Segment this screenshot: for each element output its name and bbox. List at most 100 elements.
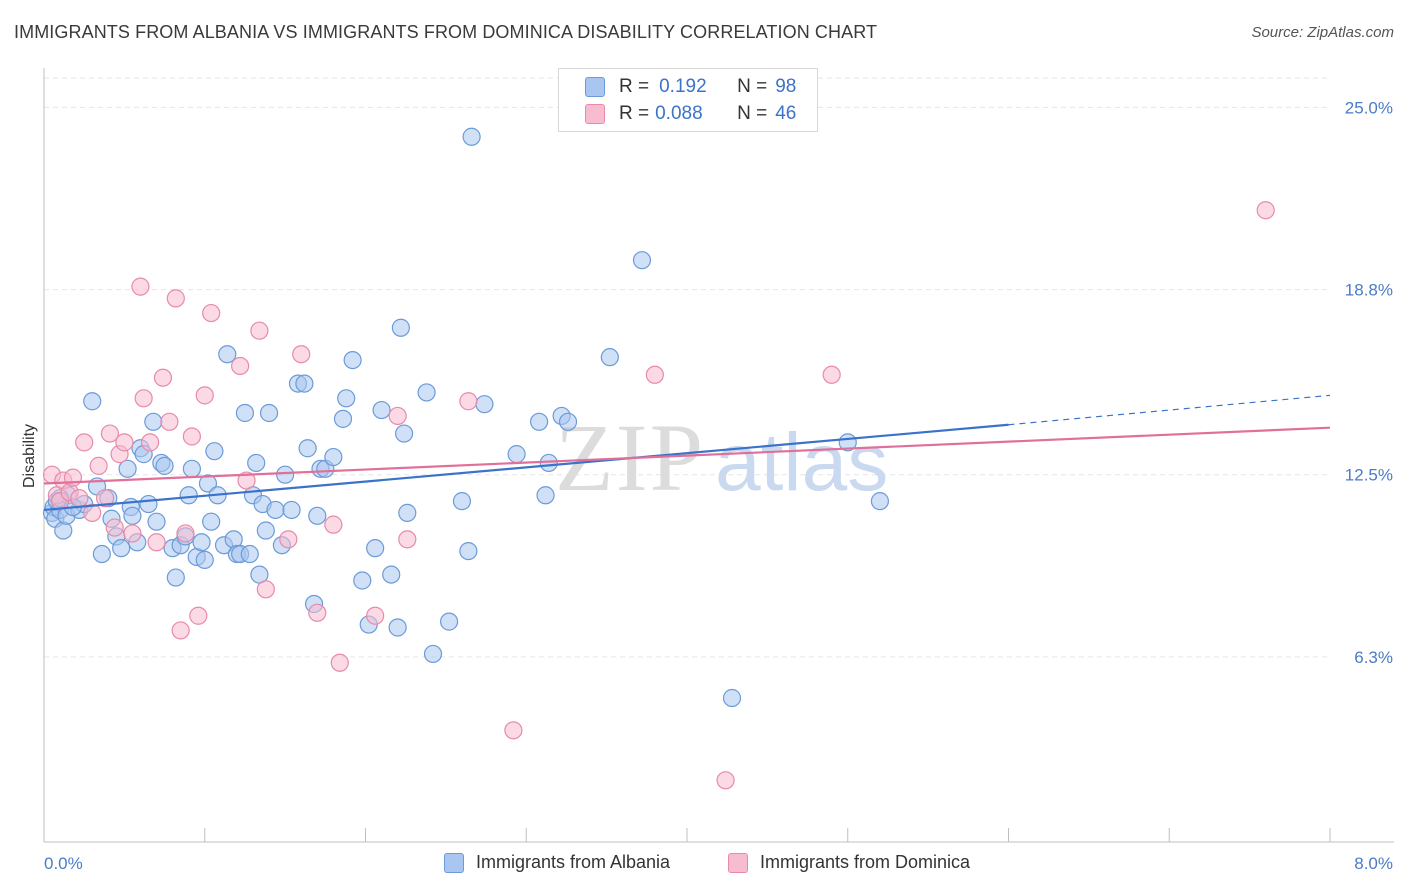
albania-point [182,459,201,478]
dominica-point [250,321,269,340]
dominica-point [83,503,102,522]
dominica-point [189,606,208,625]
albania-point [343,350,362,370]
albania-point [144,412,163,431]
axes [43,68,1394,843]
albania-point [398,503,417,522]
y-tick-label: 12.5% [1345,466,1393,485]
dominica-point [366,606,385,625]
dominica-point [1256,201,1275,220]
albania-point [198,474,218,493]
dominica-point [330,653,349,672]
dominica-point [134,389,153,408]
albania-point [139,494,158,514]
legend-r-label: R = [619,103,650,124]
legend-n-label: N = [737,76,768,97]
dominica-point [308,603,327,622]
albania-point [439,612,459,631]
dominica-point [153,368,173,387]
albania-point [155,456,174,475]
dominica-point [237,471,256,490]
dominica-point [504,721,523,740]
dominica-trend-line [43,426,1331,485]
dominica-point [645,365,664,384]
dominica-point [279,530,298,549]
albania-point [423,644,443,664]
albania-trend-extension [1008,394,1331,426]
albania-point [462,127,481,146]
legend-item-albania: Immigrants from Albania [444,852,670,873]
albania-point [295,374,314,393]
svg-text:atlas: atlas [715,417,888,508]
legend-item-dominica: Immigrants from Dominica [728,852,970,873]
albania-point [324,447,343,467]
albania-point [205,442,224,461]
albania-point [394,424,414,443]
albania-point [722,688,742,708]
albania-point [475,395,494,414]
y-tick-label: 25.0% [1345,98,1393,117]
dominica-point [75,433,94,452]
albania-point [870,492,890,511]
y-tick-label: 18.8% [1345,281,1393,300]
dominica-point [131,277,150,296]
albania-point [259,403,279,423]
dominica-point [115,433,134,452]
albania-swatch-icon [585,77,605,97]
dominica-swatch-icon [585,104,605,124]
albania-point [600,348,619,367]
dominica-point [822,365,841,384]
albania-point [507,445,526,464]
dominica-point [716,771,735,790]
albania-point [366,539,385,558]
legend-albania-label: Immigrants from Albania [476,852,671,872]
albania-point [118,459,137,478]
watermark: ZIP atlas [555,404,888,511]
source-credit: Source: ZipAtlas.com [1251,24,1394,41]
legend-dominica-n: 46 [775,103,797,124]
dominica-point [202,303,221,323]
legend-n-label: N = [737,103,768,124]
dominica-point [147,533,166,552]
albania-point [166,568,185,587]
albania-point [147,512,166,531]
trend-lines [43,394,1331,512]
albania-point [202,512,221,531]
albania-point [179,486,198,505]
x-tick-label-min: 0.0% [44,854,83,873]
albania-point [123,506,142,525]
dominica-point [388,406,407,426]
dominica-point [140,433,160,452]
dominica-point [176,524,195,543]
albania-point [558,412,578,431]
albania-point [195,550,214,570]
dominica-point [182,427,201,446]
albania-point [337,389,356,408]
albania-point [112,539,131,558]
dominica-point [160,412,179,431]
legend-dominica-r: 0.088 [655,103,703,124]
albania-point [276,465,295,484]
albania-point [530,412,549,431]
legend-dominica-label: Immigrants from Dominica [760,852,971,872]
x-tick-labels: 0.0% 8.0% [44,854,1393,873]
albania-point [235,403,255,423]
albania-point [308,506,327,525]
albania-point [632,251,652,270]
albania-point [372,400,391,420]
chart-title: IMMIGRANTS FROM ALBANIA VS IMMIGRANTS FR… [14,22,878,42]
albania-trend-line [43,423,1009,512]
correlation-legend: R = 0.192 N = 98 R = 0.088 N = 46 [558,68,818,132]
albania-point [382,565,401,584]
albania-point [54,521,73,540]
dominica-point [231,356,250,376]
dominica-point [324,515,343,534]
dominica-point [123,524,142,543]
dominica-point [292,345,311,364]
albania-point [459,541,478,561]
albania-point [417,383,436,402]
albania-point [83,392,102,411]
legend-albania-r: 0.192 [659,76,707,97]
dominica-point [95,489,115,508]
